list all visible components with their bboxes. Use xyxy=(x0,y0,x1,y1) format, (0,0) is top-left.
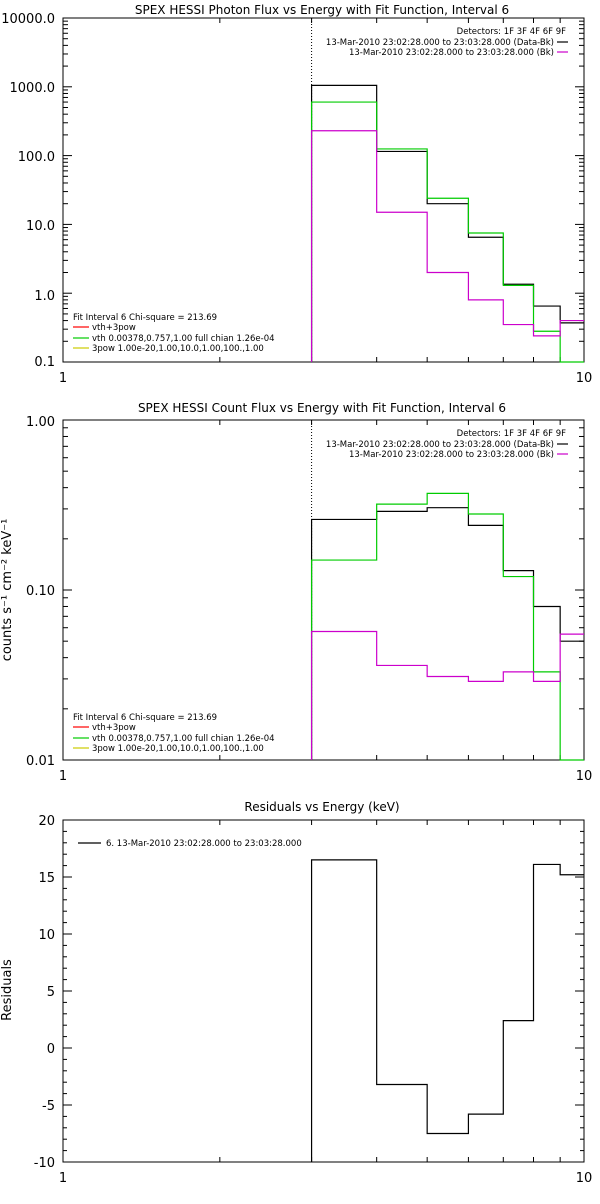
legend-label: 6. 13-Mar-2010 23:02:28.000 to 23:03:28.… xyxy=(106,839,302,849)
axis-ticks xyxy=(62,17,585,363)
info-block: Detectors: 1F 3F 4F 6F 9F 13-Mar-2010 23… xyxy=(326,27,568,58)
y-tick-labels: 0.01 0.10 1.00 xyxy=(26,415,55,769)
x-tick-label: 10 xyxy=(576,371,593,386)
series-group xyxy=(310,84,584,363)
count-flux-panel: SPEX HESSI Count Flux vs Energy with Fit… xyxy=(0,401,592,784)
series-line xyxy=(310,492,584,761)
data-bk-label: 13-Mar-2010 23:02:28.000 to 23:03:28.000… xyxy=(326,38,554,48)
y-tick-labels: 0.1 1.0 10.0 100.0 1000.0 10000.0 xyxy=(1,12,55,370)
axis-ticks xyxy=(62,819,585,1163)
y-tick-label: 1.0 xyxy=(34,289,55,304)
info-block: Detectors: 1F 3F 4F 6F 9F 13-Mar-2010 23… xyxy=(326,429,568,460)
legend-label: 3pow 1.00e-20,1.00,10.0,1.00,100.,1.00 xyxy=(92,744,264,754)
y-tick-label: 1.00 xyxy=(26,415,55,430)
x-tick-label: 1 xyxy=(59,371,67,386)
y-tick-label: 5 xyxy=(47,985,55,1000)
y-tick-label: 10.0 xyxy=(26,219,55,234)
detectors-label: Detectors: 1F 3F 4F 6F 9F xyxy=(457,27,566,37)
x-tick-label: 10 xyxy=(576,1171,593,1186)
photon-flux-panel: SPEX HESSI Photon Flux vs Energy with Fi… xyxy=(1,3,592,386)
series-line xyxy=(310,859,584,1162)
y-axis-label: counts s⁻¹ cm⁻² keV⁻¹ xyxy=(0,519,15,662)
y-tick-label: 20 xyxy=(38,814,55,829)
y-tick-labels: -10 -5 0 5 10 15 20 xyxy=(34,814,55,1171)
legend-label: 3pow 1.00e-20,1.00,10.0,1.00,100.,1.00 xyxy=(92,344,264,354)
legend-label: vth+3pow xyxy=(92,723,136,733)
y-axis-label: Residuals xyxy=(0,959,15,1021)
series-line xyxy=(310,84,584,362)
x-tick-label: 10 xyxy=(576,769,593,784)
x-tick-label: 1 xyxy=(59,1171,67,1186)
y-tick-label: 15 xyxy=(38,871,55,886)
residuals-panel: Residuals vs Energy (keV) -10 -5 0 5 10 … xyxy=(0,800,592,1186)
legend-label: vth 0.00378,0.757,1.00 full chian 1.26e-… xyxy=(92,334,275,344)
axis-ticks xyxy=(62,419,585,761)
fit-legend: Fit Interval 6 Chi-square = 213.69 vth+3… xyxy=(73,313,275,354)
chart-title: SPEX HESSI Photon Flux vs Energy with Fi… xyxy=(135,3,509,17)
y-tick-label: 1000.0 xyxy=(10,81,56,96)
y-tick-label: 10000.0 xyxy=(1,12,55,27)
chart-title: SPEX HESSI Count Flux vs Energy with Fit… xyxy=(138,401,506,415)
fit-header: Fit Interval 6 Chi-square = 213.69 xyxy=(73,713,217,723)
series-line xyxy=(310,630,584,760)
series-line xyxy=(310,507,584,760)
series-group xyxy=(310,859,584,1162)
series-line xyxy=(310,101,584,363)
plot-frame xyxy=(62,819,585,1163)
detectors-label: Detectors: 1F 3F 4F 6F 9F xyxy=(457,429,566,439)
bk-label: 13-Mar-2010 23:02:28.000 to 23:03:28.000… xyxy=(349,450,554,460)
y-tick-label: 0 xyxy=(47,1042,55,1057)
x-tick-label: 1 xyxy=(59,769,67,784)
series-group xyxy=(310,492,584,761)
bk-label: 13-Mar-2010 23:02:28.000 to 23:03:28.000… xyxy=(349,48,554,58)
data-bk-label: 13-Mar-2010 23:02:28.000 to 23:03:28.000… xyxy=(326,440,554,450)
fit-legend: Fit Interval 6 Chi-square = 213.69 vth+3… xyxy=(73,713,275,754)
residuals-legend: 6. 13-Mar-2010 23:02:28.000 to 23:03:28.… xyxy=(78,839,302,849)
y-tick-label: 0.01 xyxy=(26,754,55,769)
fit-header: Fit Interval 6 Chi-square = 213.69 xyxy=(73,313,217,323)
legend-label: vth 0.00378,0.757,1.00 full chian 1.26e-… xyxy=(92,734,275,744)
y-tick-label: 0.10 xyxy=(26,584,55,599)
y-tick-label: 100.0 xyxy=(18,150,55,165)
plot-frame xyxy=(62,17,585,363)
chart-title: Residuals vs Energy (keV) xyxy=(244,800,399,814)
plot-frame xyxy=(62,419,585,761)
series-line xyxy=(310,130,584,362)
y-tick-label: -5 xyxy=(42,1099,55,1114)
y-tick-label: 0.1 xyxy=(34,355,55,370)
y-tick-label: -10 xyxy=(34,1156,55,1171)
legend-label: vth+3pow xyxy=(92,323,136,333)
y-tick-label: 10 xyxy=(38,928,55,943)
